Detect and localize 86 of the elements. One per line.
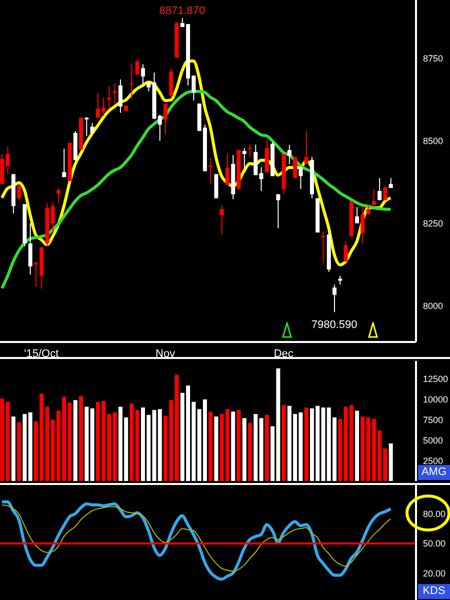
bar — [130, 403, 134, 481]
candlestick — [332, 284, 337, 313]
bar — [264, 414, 269, 481]
y-tick-label: 5000 — [423, 435, 444, 446]
bar — [0, 398, 4, 481]
bar — [214, 416, 218, 481]
annotation: 8871.870 — [159, 5, 206, 18]
bar — [355, 410, 360, 481]
y-tick-label: 8750 — [423, 54, 444, 64]
y-tick-label: 10000 — [423, 394, 448, 405]
candlestick — [259, 166, 264, 192]
y-tick-label: 80.00 — [423, 508, 446, 519]
y-tick-label: 20.00 — [423, 568, 446, 578]
bar — [242, 418, 246, 481]
x-tick-label: Dec — [274, 348, 294, 360]
candlestick — [6, 146, 10, 175]
candlestick — [158, 114, 162, 142]
candlestick — [220, 204, 224, 235]
candlestick — [360, 206, 365, 244]
bar — [282, 405, 286, 481]
candlestick — [344, 240, 348, 262]
candlestick — [355, 206, 360, 224]
y-tick-label: 8000 — [423, 300, 444, 311]
candlestick — [304, 130, 308, 164]
candlestick — [225, 152, 230, 186]
candlestick — [56, 187, 60, 204]
bar — [254, 414, 258, 481]
bar — [388, 443, 393, 481]
bar — [174, 374, 179, 481]
bar — [360, 416, 365, 481]
candlestick — [378, 178, 382, 201]
y-tick-label: 7500 — [423, 414, 444, 425]
bar — [90, 408, 94, 481]
bar — [259, 418, 264, 481]
line-series — [1, 504, 392, 572]
annotation: 7980.590 — [311, 318, 358, 331]
y-axis-title: AMG — [418, 465, 450, 480]
bar — [84, 406, 89, 481]
bar — [6, 402, 10, 481]
candlestick — [107, 86, 112, 110]
bar — [73, 400, 78, 481]
bar — [112, 412, 117, 481]
candlestick — [50, 202, 55, 232]
candlestick — [388, 178, 393, 188]
candlestick — [84, 116, 89, 136]
y-tick-label: 50.00 — [423, 538, 446, 549]
bar — [208, 412, 213, 481]
candlestick — [28, 222, 32, 276]
candlestick — [276, 194, 280, 229]
candlestick — [248, 144, 252, 158]
candlestick — [90, 122, 94, 135]
bar — [231, 412, 236, 481]
bar — [135, 410, 140, 481]
candlestick — [298, 166, 303, 190]
bar — [236, 410, 241, 481]
candlestick — [118, 78, 122, 114]
bar — [158, 409, 162, 481]
y-tick-label: 8250 — [423, 218, 444, 228]
candlestick — [254, 144, 258, 176]
candlestick — [112, 82, 117, 104]
candlestick — [135, 58, 140, 76]
bar — [17, 422, 22, 481]
line-series — [0, 500, 392, 581]
bar — [11, 416, 16, 481]
x-tick-label: '15/Oct — [24, 348, 59, 360]
y-tick-label: 8500 — [423, 136, 444, 146]
candlestick — [287, 144, 292, 164]
candlestick — [372, 188, 376, 206]
candlestick — [366, 204, 370, 215]
candlestick — [130, 62, 134, 100]
bar — [248, 423, 252, 481]
candlestick — [140, 64, 145, 87]
candlestick — [164, 103, 168, 134]
y-tick-label: 2500 — [423, 456, 444, 466]
bar — [304, 408, 308, 481]
bar — [22, 414, 27, 481]
bar — [79, 396, 84, 481]
bar — [338, 418, 342, 481]
bar — [28, 412, 32, 481]
candlestick — [17, 184, 22, 201]
candlestick — [62, 148, 66, 178]
x-tick-label: Nov — [156, 348, 176, 360]
y-axis-title: KDS — [418, 584, 450, 599]
candlestick — [242, 148, 246, 170]
y-tick-label: 12500 — [423, 374, 448, 384]
bar — [68, 402, 72, 481]
